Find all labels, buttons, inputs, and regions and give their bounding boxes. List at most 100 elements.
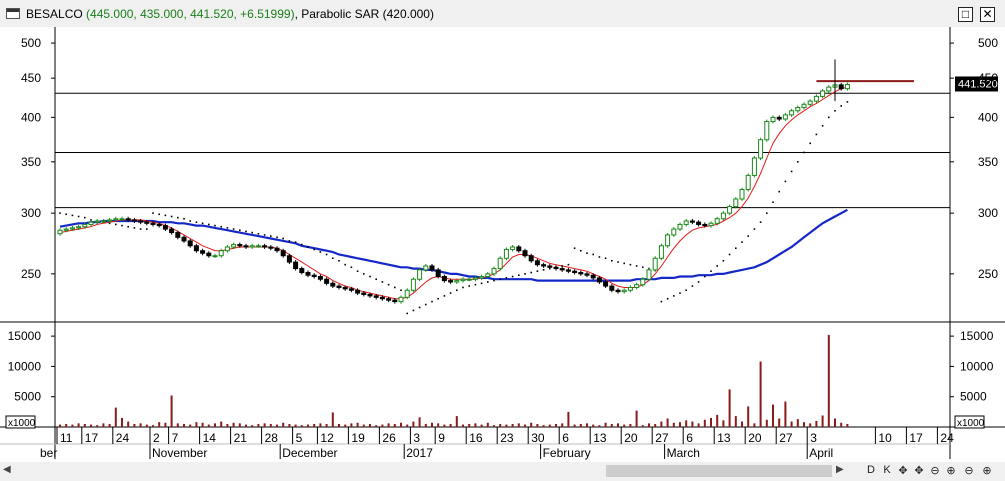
scroll-track[interactable]	[14, 465, 604, 477]
volume-bar[interactable]	[158, 422, 161, 427]
candle-body[interactable]	[603, 281, 609, 287]
candle-body[interactable]	[82, 223, 88, 228]
volume-bar[interactable]	[406, 424, 409, 427]
volume-bar[interactable]	[691, 421, 694, 427]
volume-bar[interactable]	[263, 423, 266, 427]
volume-bar[interactable]	[437, 423, 440, 427]
volume-bar[interactable]	[300, 425, 303, 427]
volume-bar[interactable]	[598, 425, 601, 427]
volume-bar[interactable]	[803, 422, 805, 427]
volume-bar[interactable]	[344, 424, 347, 427]
candle-body[interactable]	[262, 245, 268, 248]
volume-bar[interactable]	[195, 422, 198, 427]
candle-body[interactable]	[733, 198, 739, 208]
volume-bar[interactable]	[567, 411, 570, 427]
volume-bar[interactable]	[474, 423, 477, 427]
candle-body[interactable]	[758, 139, 764, 159]
candle-body[interactable]	[150, 222, 156, 225]
candle-body[interactable]	[534, 260, 540, 266]
candle-body[interactable]	[417, 269, 423, 280]
volume-bar[interactable]	[517, 423, 520, 427]
volume-bar[interactable]	[245, 424, 247, 427]
candle-body[interactable]	[379, 296, 385, 300]
candle-body[interactable]	[795, 107, 801, 112]
candle-body[interactable]	[764, 121, 770, 141]
volume-bar[interactable]	[449, 423, 452, 427]
candle-body[interactable]	[466, 278, 472, 281]
candle-body[interactable]	[299, 268, 305, 274]
candle-body[interactable]	[497, 257, 503, 270]
volume-bar[interactable]	[679, 422, 681, 427]
volume-bar[interactable]	[548, 424, 551, 427]
close-button[interactable]: ✕	[980, 7, 995, 22]
volume-bar[interactable]	[170, 395, 173, 427]
volume-bar[interactable]	[369, 423, 371, 427]
candle-body[interactable]	[727, 206, 733, 214]
volume-bar[interactable]	[493, 425, 495, 427]
volume-bar[interactable]	[747, 406, 750, 427]
volume-bar[interactable]	[840, 422, 843, 427]
candle-body[interactable]	[801, 103, 807, 109]
candle-body[interactable]	[448, 280, 454, 283]
moving-average-short-line[interactable]	[59, 86, 848, 300]
volume-bar[interactable]	[307, 424, 309, 427]
volume-bar[interactable]	[176, 423, 179, 427]
candle-body[interactable]	[559, 268, 565, 271]
candle-body[interactable]	[324, 278, 330, 284]
volume-bar[interactable]	[269, 423, 272, 427]
candle-body[interactable]	[435, 269, 441, 278]
candle-body[interactable]	[820, 90, 826, 97]
volume-bar[interactable]	[276, 424, 278, 427]
candle-body[interactable]	[683, 220, 689, 225]
candle-body[interactable]	[398, 296, 404, 303]
volume-bar[interactable]	[133, 423, 136, 427]
candle-body[interactable]	[317, 276, 323, 280]
volume-bar[interactable]	[238, 423, 241, 427]
candle-body[interactable]	[677, 223, 683, 230]
volume-bar[interactable]	[325, 423, 328, 427]
volume-bar[interactable]	[648, 423, 650, 427]
candle-body[interactable]	[739, 189, 745, 200]
volume-bar[interactable]	[728, 389, 731, 427]
volume-bar[interactable]	[536, 423, 539, 427]
candle-body[interactable]	[243, 245, 249, 248]
candle-body[interactable]	[720, 212, 726, 220]
volume-bar[interactable]	[511, 423, 514, 427]
volume-bar[interactable]	[108, 423, 111, 427]
volume-bar[interactable]	[127, 421, 130, 427]
candle-body[interactable]	[125, 218, 131, 221]
candle-body[interactable]	[410, 278, 416, 291]
candle-body[interactable]	[634, 284, 640, 288]
candle-body[interactable]	[218, 250, 224, 257]
volume-bar[interactable]	[114, 407, 117, 427]
volume-bar[interactable]	[431, 422, 433, 427]
volume-bar[interactable]	[561, 423, 564, 427]
volume-bar[interactable]	[672, 422, 675, 427]
volume-bar[interactable]	[753, 423, 756, 427]
chart-scrollbar[interactable]: ◀ ▶ D K ✥ ✥ ⊖ ⊕ ⊖ ⊕	[0, 462, 1005, 481]
volume-bar[interactable]	[375, 425, 378, 427]
volume-bar[interactable]	[220, 421, 223, 427]
volume-bar[interactable]	[592, 424, 595, 427]
volume-bar[interactable]	[251, 425, 254, 427]
volume-bar[interactable]	[77, 423, 80, 427]
volume-bar[interactable]	[381, 424, 384, 427]
candle-body[interactable]	[590, 274, 596, 279]
candle-body[interactable]	[423, 265, 429, 271]
volume-bar[interactable]	[623, 424, 626, 427]
volume-bar[interactable]	[772, 404, 774, 427]
daily-period-button[interactable]: D	[867, 464, 875, 476]
candle-body[interactable]	[454, 280, 460, 283]
candle-body[interactable]	[305, 272, 311, 276]
candle-style-button[interactable]: K	[883, 464, 891, 476]
candle-body[interactable]	[751, 157, 757, 176]
candle-body[interactable]	[249, 245, 255, 248]
volume-bar[interactable]	[418, 417, 421, 427]
volume-bar[interactable]	[183, 423, 185, 427]
volume-bar[interactable]	[722, 420, 725, 427]
candle-body[interactable]	[826, 86, 832, 92]
volume-bar[interactable]	[790, 421, 793, 427]
volume-bar[interactable]	[393, 423, 396, 427]
volume-bar[interactable]	[703, 419, 706, 427]
